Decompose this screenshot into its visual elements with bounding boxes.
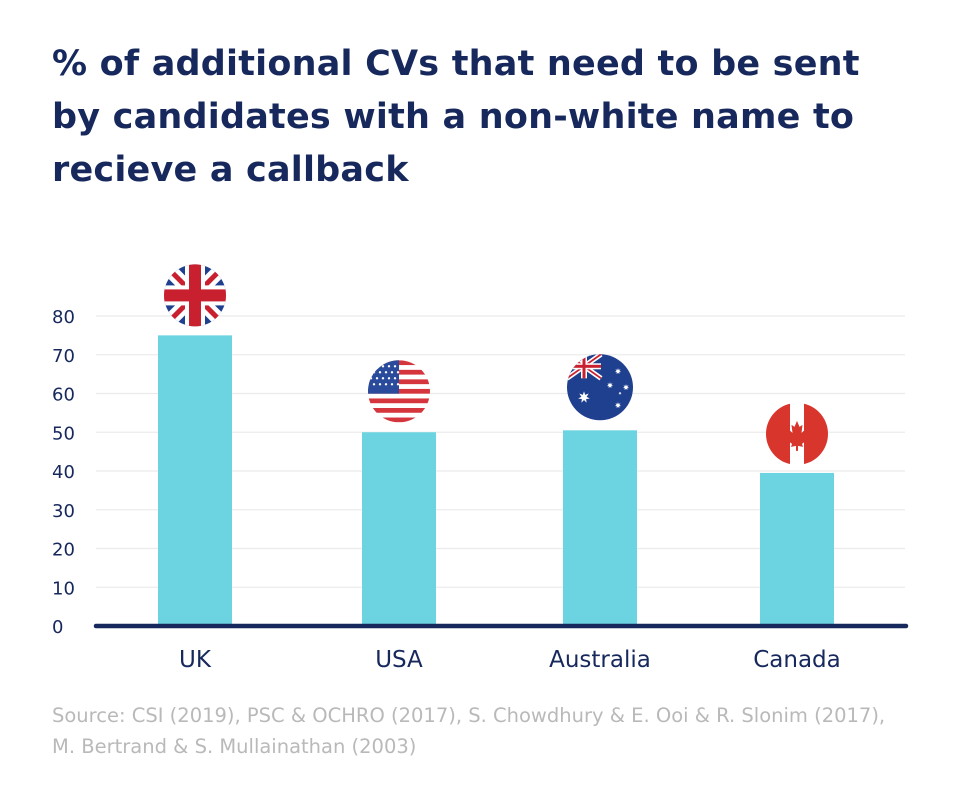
y-tick-label: 50: [52, 423, 75, 444]
bars: [158, 335, 834, 626]
bar-chart: 0 10 20 30 40 50 60 70 80 UK USA Australia Canada: [52, 264, 909, 673]
x-axis-tick-labels: UK USA Australia Canada: [179, 647, 841, 673]
australia-flag-icon: [567, 354, 633, 421]
source-note: Source: CSI (2019), PSC & OCHRO (2017), …: [52, 704, 886, 758]
y-tick-label: 40: [52, 462, 75, 483]
x-tick-label: USA: [375, 647, 423, 673]
y-tick-label: 20: [52, 540, 75, 561]
flag-icons: [164, 264, 828, 465]
y-tick-label: 70: [52, 346, 75, 367]
bar-australia: [563, 430, 637, 626]
bar-canada: [760, 472, 834, 626]
canada-flag-icon: [766, 402, 828, 465]
x-tick-label: Australia: [549, 647, 651, 673]
y-tick-label: 30: [52, 501, 75, 522]
bar-usa: [362, 432, 436, 626]
y-tick-label: 10: [52, 578, 75, 599]
y-tick-label: 80: [52, 307, 75, 328]
y-axis-tick-labels: 0 10 20 30 40 50 60 70 80: [52, 307, 75, 638]
bar-uk: [158, 335, 232, 626]
y-tick-label: 60: [52, 385, 75, 406]
y-tick-label: 0: [52, 617, 63, 638]
x-tick-label: Canada: [753, 647, 841, 673]
chart-title: % of additional CVs that need to be sent…: [52, 44, 860, 190]
x-tick-label: UK: [179, 647, 212, 673]
usa-flag-icon: [368, 360, 430, 423]
uk-flag-icon: [164, 264, 226, 327]
